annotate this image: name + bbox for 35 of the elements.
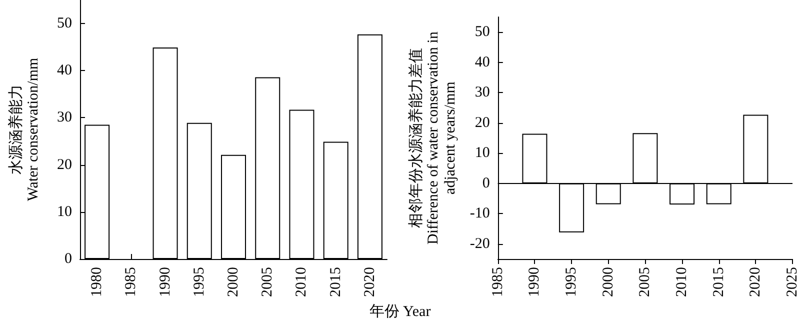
y-tick-label: 20 (474, 114, 490, 131)
y-tick-label: 30 (57, 110, 72, 126)
x-tick-label: 1990 (526, 267, 543, 297)
x-tick-label: 1985 (123, 267, 140, 297)
x-tick-label: 2010 (294, 267, 310, 297)
x-tick-label: 2005 (260, 267, 276, 297)
x-tick-label: 1995 (191, 267, 208, 297)
x-tick-label: 2020 (362, 267, 378, 297)
y-tick-label: 0 (482, 175, 490, 192)
x-tick-label: 2000 (600, 267, 616, 297)
x-tick-label: 2015 (710, 267, 727, 297)
y-tick-label: 10 (57, 204, 72, 220)
y-axis-title: 相邻年份水源涵养能力差值 Difference of water conservation in adjacent years/mm (408, 31, 458, 244)
x-tick-label: 2015 (328, 267, 344, 297)
x-tick-label: 2025 (784, 267, 800, 297)
y-tick-label: 50 (474, 24, 490, 40)
y-tick-label: 30 (474, 84, 490, 101)
y-tick-label: 50 (57, 16, 72, 32)
x-tick-label: 2005 (637, 267, 654, 297)
x-tick-label: 2000 (226, 267, 242, 297)
y-tick-label: 0 (64, 251, 72, 267)
y-tick-label: -20 (470, 236, 490, 252)
y-tick-label: 10 (474, 145, 490, 162)
y-tick-label: 40 (57, 62, 72, 79)
y-tick-label: 20 (57, 156, 72, 173)
x-tick-label: 2010 (674, 267, 690, 297)
x-tick-label: 1995 (564, 267, 580, 297)
x-tick-label: 1985 (490, 267, 506, 297)
y-tick-label: -10 (470, 206, 490, 222)
x-tick-label: 1990 (157, 267, 174, 297)
x-tick-label: 2020 (748, 267, 764, 297)
y-tick-label: 40 (474, 54, 490, 70)
x-tick-label: 1980 (89, 267, 106, 297)
x-axis-title: 年份 Year (368, 303, 432, 321)
y-axis-title: 水源涵养能力 Water conservation/mm (8, 58, 42, 202)
